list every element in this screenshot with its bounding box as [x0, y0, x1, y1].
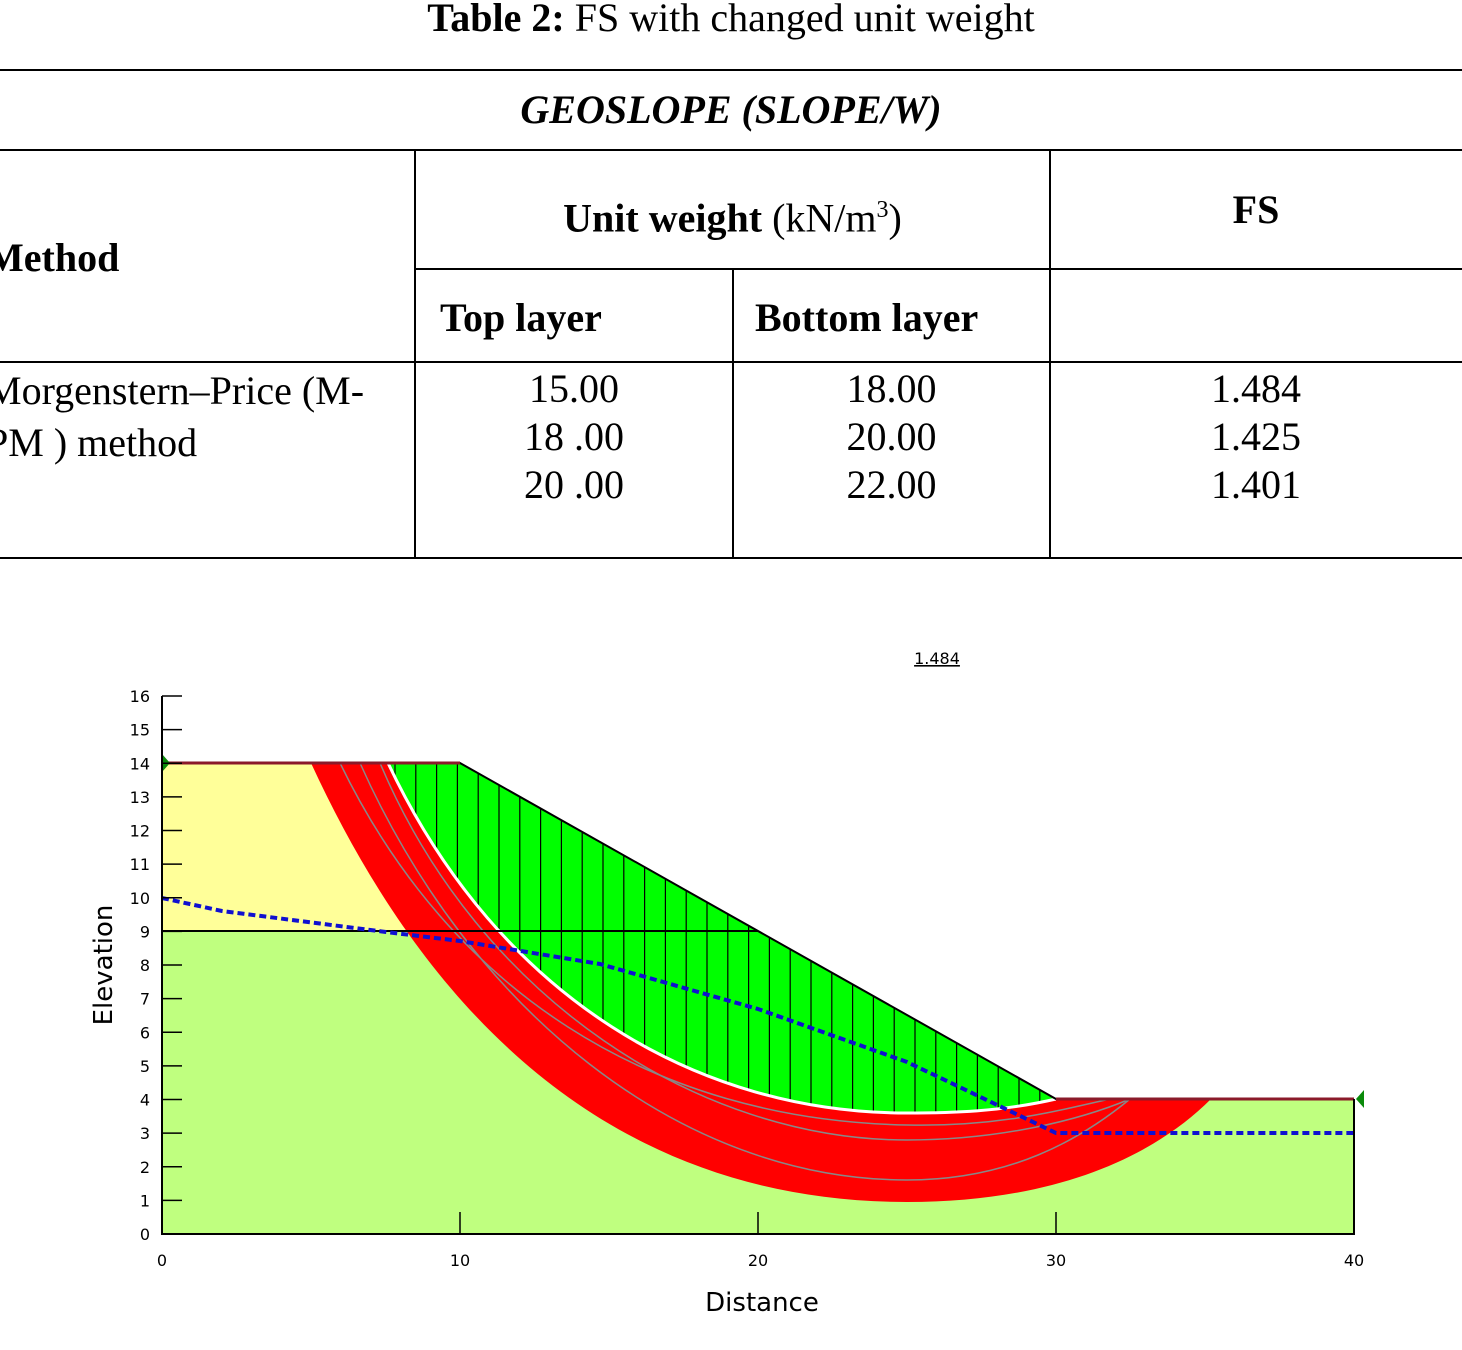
unit-sup: 3	[876, 197, 889, 223]
rule	[415, 268, 1462, 270]
table-cell: 1.425	[1211, 414, 1301, 459]
rule	[0, 557, 1462, 559]
y-axis-label: Elevation	[89, 905, 119, 1026]
y-tick-label: 5	[140, 1057, 150, 1076]
x-tick-label: 0	[157, 1251, 167, 1270]
header-top: Top layer	[440, 295, 602, 340]
x-tick-label: 30	[1046, 1251, 1066, 1270]
title-label: Table 2:	[427, 0, 565, 40]
water-table	[161, 896, 1354, 1135]
x-axis-label: Distance	[705, 1288, 819, 1318]
rule	[732, 269, 734, 558]
unit-close: )	[888, 195, 902, 241]
y-tick-label: 13	[130, 788, 150, 807]
rule	[0, 361, 1462, 363]
unit: (kN/m	[772, 195, 877, 241]
table-cell: 20 .00	[524, 462, 624, 507]
header-method: Method	[0, 235, 120, 280]
y-tick-label: 8	[140, 956, 150, 975]
y-tick-label: 2	[140, 1158, 150, 1177]
unit-weight: Unit weight	[563, 195, 763, 241]
x-tick-label: 20	[748, 1251, 768, 1270]
y-tick-label: 11	[130, 855, 150, 874]
y-tick-label: 0	[140, 1225, 150, 1244]
title-text: FS with changed unit weight	[574, 0, 1035, 40]
rule	[0, 149, 1462, 151]
table-cell: 20.00	[846, 414, 937, 459]
table-cell: 1.401	[1211, 462, 1301, 507]
y-tick-label: 6	[140, 1023, 150, 1042]
y-tick-label: 9	[140, 922, 150, 941]
header-fs: FS	[1232, 187, 1280, 232]
y-tick-label: 15	[130, 721, 150, 740]
rule	[414, 150, 416, 558]
header-bottom: Bottom layer	[755, 295, 979, 340]
table-cell: 18 .00	[524, 414, 624, 459]
table-cell: 1.484	[1211, 366, 1301, 411]
surface	[162, 761, 1354, 1101]
table-cell: 18.00	[846, 366, 937, 411]
rule	[0, 69, 1462, 71]
y-tick-label: 7	[140, 990, 150, 1009]
rule	[1049, 150, 1051, 558]
x-tick-label: 10	[450, 1251, 470, 1270]
trial-surfaces	[339, 762, 1131, 1181]
critical-surface	[386, 762, 1057, 1115]
table-cell: 15.00	[529, 366, 619, 411]
x-tick-label: 40	[1344, 1251, 1364, 1270]
method-name: Morgenstern–Price (M-PM ) method	[0, 368, 365, 465]
table-cell: 22.00	[846, 462, 937, 507]
y-tick-label: 1	[140, 1191, 150, 1210]
fs-label: 1.484	[914, 649, 960, 668]
slip-mass	[388, 763, 1056, 1113]
y-tick-label: 3	[140, 1124, 150, 1143]
table-title: Table 2: FS with changed unit weight	[0, 0, 1462, 42]
y-tick-label: 12	[130, 822, 150, 841]
y-tick-label: 4	[140, 1091, 150, 1110]
y-tick-label: 14	[130, 754, 150, 773]
header-unit-weight: Unit weight (kN/m3)	[415, 186, 1050, 242]
y-tick-label: 16	[130, 687, 150, 706]
table-caption: GEOSLOPE (SLOPE/W)	[520, 87, 942, 132]
y-tick-label: 10	[130, 889, 150, 908]
